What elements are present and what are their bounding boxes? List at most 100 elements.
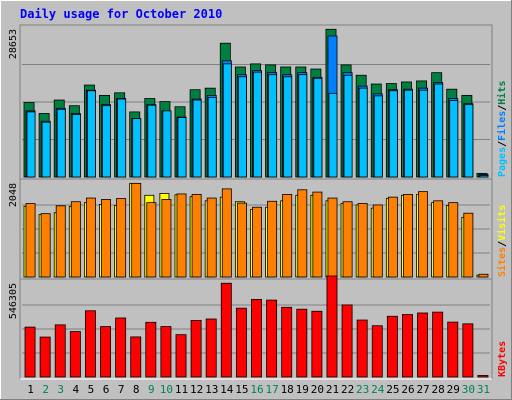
bar-pages (237, 76, 247, 178)
bar-kbytes (326, 275, 338, 378)
x-tick-label: 24 (371, 383, 385, 396)
x-tick-label: 5 (88, 383, 95, 396)
legend-entry: / (497, 241, 508, 247)
panel-bottom-max-label: 546305 (8, 283, 19, 319)
bar-pages (404, 89, 413, 178)
bar-pages (328, 92, 338, 178)
panel-middle-legend: Sites/Visits (496, 205, 508, 277)
x-tick-label: 30 (462, 383, 475, 396)
bar-kbytes (115, 317, 127, 378)
bar-pages (419, 89, 429, 178)
bar-pages (162, 110, 172, 178)
x-tick-label: 20 (311, 383, 324, 396)
x-tick-label: 2 (42, 383, 49, 396)
bar-kbytes (84, 310, 96, 378)
x-tick-label: 9 (148, 383, 155, 396)
bar-sites (357, 203, 368, 278)
bar-kbytes (477, 375, 489, 378)
legend-entry: Hits (496, 81, 508, 105)
legend-entry: Files (496, 111, 508, 141)
bar-kbytes (130, 336, 142, 378)
bar-sites (433, 200, 444, 278)
x-tick-label: 23 (356, 383, 369, 396)
bar-pages (177, 117, 187, 178)
bar-pages (449, 100, 459, 178)
bar-sites (206, 197, 217, 278)
x-axis-day-labels: 1 2 3 4 5 6 7 8 9 10 11 12 13 14 15 16 17 18 19 20 21 22 23 24 2… (27, 383, 490, 396)
panel-top-legend: Pages/Files/Hits (496, 81, 508, 177)
bar-pages (268, 74, 278, 178)
x-tick-label: 25 (386, 383, 399, 396)
bar-sites (221, 188, 232, 278)
bar-pages (132, 118, 142, 178)
legend-entry: Sites (496, 247, 508, 277)
bar-kbytes (205, 318, 217, 378)
bar-pages (26, 111, 36, 178)
bar-sites (418, 191, 429, 278)
x-tick-label: 16 (250, 383, 263, 396)
bar-kbytes (296, 308, 308, 378)
bar-sites (252, 206, 262, 278)
x-tick-label: 31 (477, 383, 490, 396)
bar-pages (222, 63, 232, 178)
bar-pages (373, 95, 383, 178)
bar-pages (464, 104, 474, 178)
bar-pages (388, 90, 398, 178)
bar-pages (434, 83, 444, 178)
bar-pages (343, 74, 353, 178)
bar-pages (86, 90, 96, 178)
bar-sites (131, 182, 142, 278)
bar-sites (161, 199, 172, 278)
x-tick-label: 13 (205, 383, 218, 396)
x-tick-label: 4 (73, 383, 80, 396)
legend-entry: KBytes (497, 341, 508, 377)
x-tick-label: 8 (133, 383, 140, 396)
bar-pages (358, 87, 368, 178)
bar-kbytes (447, 321, 459, 378)
bar-kbytes (39, 336, 51, 378)
legend-entry: / (497, 141, 508, 147)
bar-kbytes (100, 326, 111, 378)
bar-sites (55, 205, 66, 278)
panel-bottom-legend: KBytes (497, 341, 508, 377)
panel-bottom: 546305 KBytes (8, 275, 508, 380)
x-tick-label: 19 (296, 383, 309, 396)
bar-kbytes (175, 334, 187, 378)
x-tick-label: 22 (341, 383, 354, 396)
bar-sites (312, 191, 323, 278)
bar-sites (327, 197, 338, 278)
bar-sites (116, 198, 127, 278)
bar-kbytes (386, 315, 398, 378)
bar-pages (102, 105, 111, 178)
bar-kbytes (54, 324, 66, 378)
x-tick-label: 27 (416, 383, 429, 396)
bar-sites (40, 213, 51, 278)
bar-pages (117, 98, 127, 178)
legend-entry: / (497, 105, 508, 111)
bar-kbytes (220, 282, 232, 378)
x-tick-label: 7 (118, 383, 125, 396)
bar-sites (146, 202, 157, 278)
bar-pages (283, 76, 293, 178)
bar-kbytes (311, 310, 323, 378)
bar-sites (191, 193, 202, 278)
x-tick-label: 3 (57, 383, 64, 396)
bar-sites (403, 193, 413, 278)
x-tick-label: 6 (103, 383, 110, 396)
bar-sites (448, 202, 459, 278)
bar-pages (56, 108, 66, 178)
bar-pages (147, 104, 157, 178)
bar-sites (85, 197, 96, 278)
bar-kbytes (432, 311, 444, 378)
x-tick-label: 14 (220, 383, 234, 396)
bar-kbytes (160, 326, 172, 378)
bar-sites (70, 201, 81, 278)
bar-pages (313, 77, 323, 178)
bar-kbytes (145, 321, 157, 378)
bar-pages (41, 121, 51, 178)
bar-sites (25, 203, 36, 278)
bar-pages (253, 71, 262, 178)
bar-sites (463, 212, 474, 278)
